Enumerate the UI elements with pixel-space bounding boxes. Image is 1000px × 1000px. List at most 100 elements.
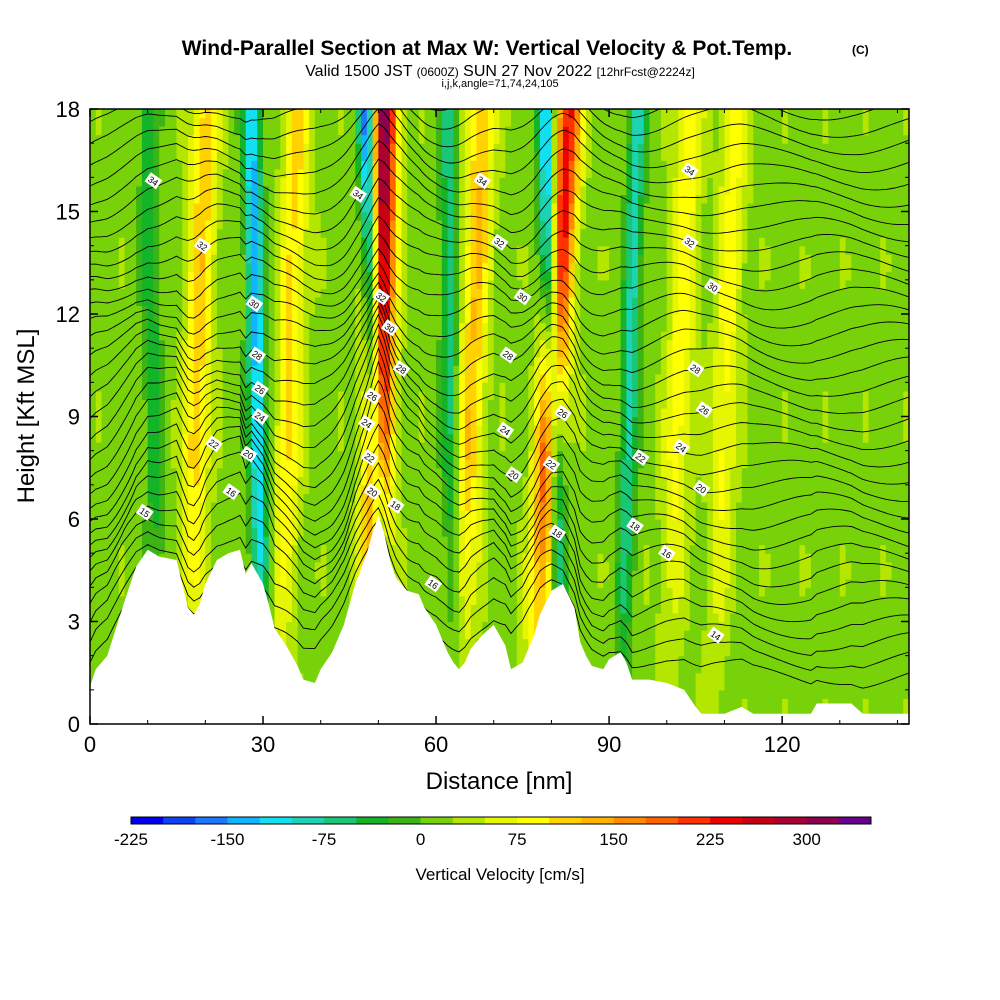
w-cell [880, 604, 887, 614]
w-cell [839, 467, 847, 477]
w-cell [666, 612, 674, 623]
w-cell [534, 561, 541, 571]
w-cell [176, 442, 183, 452]
w-cell [793, 570, 801, 580]
w-cell [487, 544, 495, 554]
w-cell [684, 664, 691, 674]
w-cell [568, 433, 576, 443]
w-cell [470, 604, 478, 614]
w-cell [787, 510, 795, 520]
w-cell [689, 578, 697, 588]
w-cell [447, 578, 454, 588]
w-cell [770, 612, 777, 623]
w-cell [188, 433, 195, 443]
w-cell [182, 425, 189, 435]
w-cell [712, 595, 720, 606]
w-cell [389, 527, 397, 537]
w-cell [862, 698, 870, 708]
w-cell [309, 561, 316, 571]
w-cell [470, 527, 478, 537]
w-cell [845, 561, 852, 571]
subtitle-date: SUN 27 Nov 2022 [463, 63, 592, 80]
w-cell [568, 493, 576, 503]
w-cell [759, 493, 766, 503]
w-cell [903, 519, 909, 529]
w-cell [436, 544, 443, 554]
w-cell [378, 459, 385, 469]
w-cell [447, 425, 454, 435]
w-cell [511, 630, 518, 640]
w-cell [857, 672, 864, 682]
w-cell [759, 698, 766, 708]
w-cell [764, 698, 772, 708]
w-cell [107, 493, 114, 503]
w-cell [643, 612, 651, 623]
w-cell [113, 519, 120, 529]
w-cell [586, 510, 593, 520]
w-cell [464, 536, 472, 546]
w-cell [338, 484, 345, 494]
w-cell [701, 450, 708, 460]
w-cell [493, 501, 501, 512]
w-cell [684, 681, 691, 691]
w-cell [464, 578, 472, 588]
w-cell [263, 519, 270, 529]
w-cell [816, 587, 824, 597]
w-cell [147, 527, 155, 537]
w-cell [603, 630, 610, 640]
w-cell [441, 442, 449, 452]
w-cell [845, 612, 852, 623]
w-cell [493, 544, 501, 554]
w-cell [707, 433, 714, 443]
w-cell [868, 510, 875, 520]
w-cell [620, 450, 627, 460]
w-cell [816, 433, 824, 443]
w-cell [735, 689, 743, 699]
w-cell [101, 416, 108, 426]
w-cell [562, 501, 570, 512]
w-cell [274, 450, 281, 460]
w-cell [649, 425, 656, 435]
w-cell [672, 553, 679, 563]
w-cell [257, 570, 264, 580]
w-cell [603, 536, 610, 546]
w-cell [903, 638, 909, 648]
w-cell [470, 467, 478, 477]
w-cell [799, 621, 806, 631]
w-cell [395, 510, 403, 520]
w-cell [482, 501, 489, 512]
w-cell [741, 493, 749, 503]
w-cell [95, 578, 103, 588]
w-cell [707, 510, 714, 520]
w-cell [764, 527, 772, 537]
w-cell [695, 638, 702, 648]
w-cell [885, 578, 893, 588]
w-cell [303, 433, 310, 443]
w-cell [505, 459, 512, 469]
w-cell [141, 450, 149, 460]
w-cell [782, 638, 789, 648]
w-cell [101, 476, 108, 486]
w-cell [182, 442, 189, 452]
w-cell [666, 536, 674, 546]
w-cell [153, 510, 160, 520]
w-cell [291, 467, 299, 477]
w-cell [684, 544, 691, 554]
w-cell [862, 433, 870, 443]
w-cell [770, 570, 777, 580]
w-cell [828, 459, 835, 469]
w-cell [747, 587, 754, 597]
w-cell [897, 578, 904, 588]
w-cell [741, 595, 749, 606]
w-cell [776, 706, 783, 717]
w-cell [678, 595, 685, 606]
w-cell [660, 638, 668, 648]
w-cell [620, 433, 627, 443]
w-cell [759, 595, 766, 606]
w-cell [897, 647, 904, 657]
w-cell [453, 638, 460, 648]
w-cell [482, 459, 489, 469]
w-cell [868, 647, 875, 657]
w-cell [464, 604, 472, 614]
w-cell [678, 433, 685, 443]
